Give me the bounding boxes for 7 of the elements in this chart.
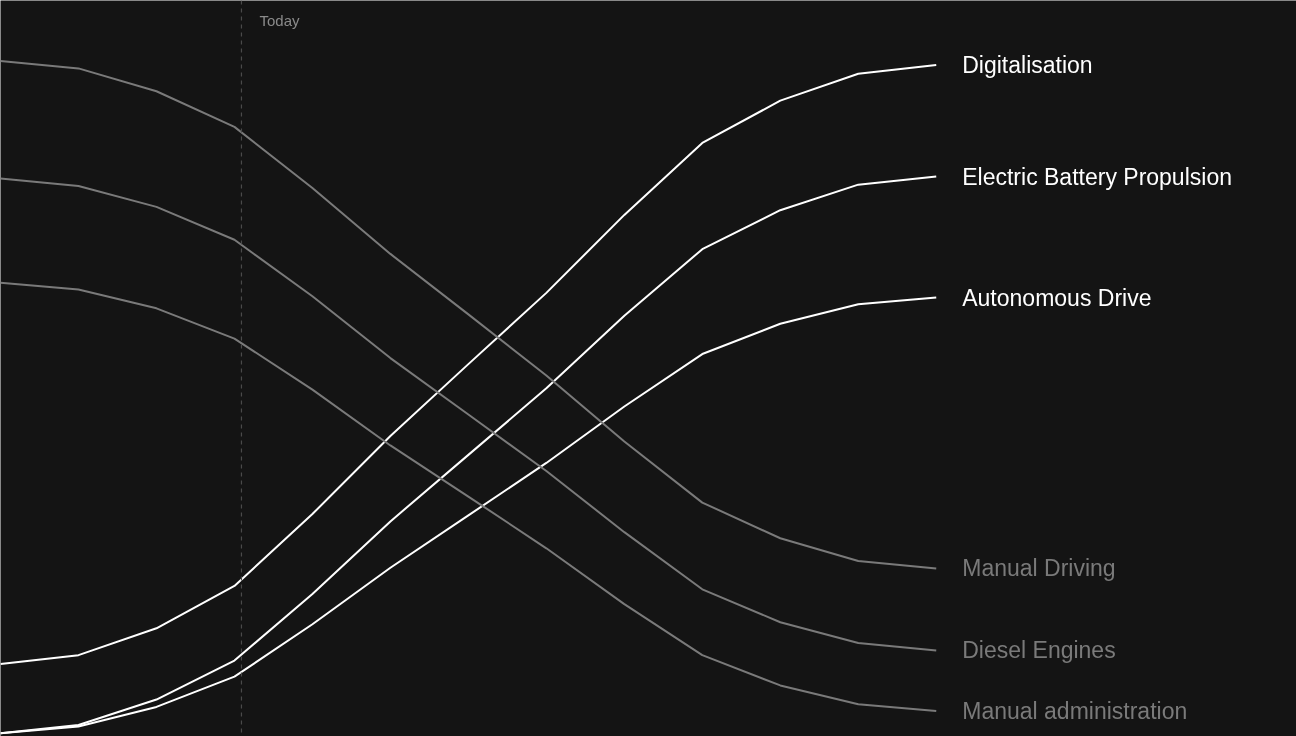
series-label: Manual Driving [962,555,1116,582]
series-label: Diesel Engines [962,637,1116,664]
series-label: Manual administration [962,697,1188,724]
series-label: Autonomous Drive [962,284,1152,311]
text: Today [259,11,300,29]
series-label: Electric Battery Propulsion [962,163,1232,190]
series-label: Digitalisation [962,52,1093,79]
